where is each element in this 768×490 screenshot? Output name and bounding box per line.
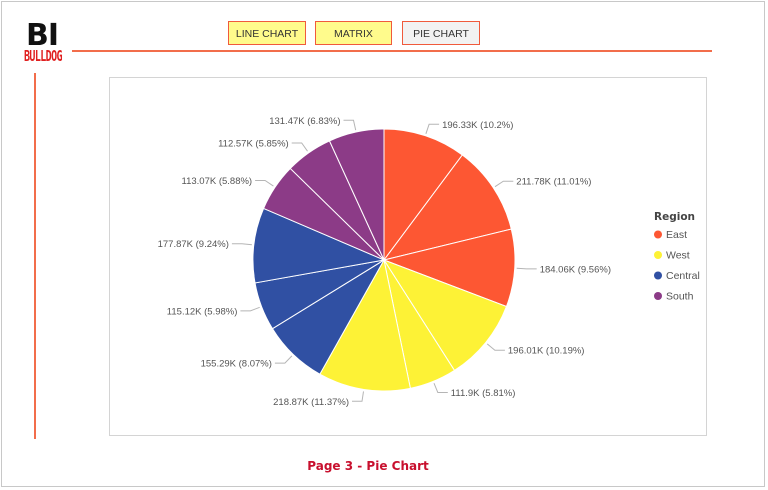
matrix-button[interactable]: MATRIX — [315, 21, 392, 45]
leader-line-9 — [255, 180, 274, 187]
data-label-6: 155.29K (8.07%) — [201, 359, 272, 370]
data-label-8: 177.87K (9.24%) — [158, 239, 229, 250]
pie-slice-south-11[interactable] — [328, 128, 385, 261]
data-label-1: 211.78K (11.01%) — [516, 177, 591, 188]
legend-item-central[interactable]: Central — [666, 270, 700, 282]
data-label-9: 113.07K (5.88%) — [182, 176, 253, 187]
leader-line-0 — [425, 123, 440, 134]
line-chart-button[interactable]: LINE CHART — [228, 21, 306, 45]
data-label-2: 184.06K (9.56%) — [540, 264, 611, 275]
leader-line-3 — [486, 343, 505, 351]
bi-bulldog-logo: BI BULLDOG — [24, 18, 66, 66]
legend-marker-central — [654, 271, 662, 280]
legend-marker-east — [654, 230, 662, 239]
data-label-11: 131.47K (6.83%) — [269, 116, 340, 127]
pie-slice-east-0[interactable] — [383, 128, 464, 262]
data-label-10: 112.57K (5.85%) — [218, 139, 289, 150]
legend-item-west[interactable]: West — [666, 250, 690, 262]
leader-line-4 — [433, 383, 448, 393]
leader-line-2 — [516, 267, 537, 270]
leader-line-8 — [231, 243, 252, 246]
legend-item-east[interactable]: East — [666, 229, 687, 241]
legend-marker-west — [654, 251, 662, 259]
pie-slice-west-5[interactable] — [319, 258, 411, 392]
pie-chart-svg: 196.33K (10.2%) 211.78K (11.01%) 184.06K (… — [158, 116, 700, 408]
leader-line-11 — [343, 119, 357, 131]
leader-line-5 — [352, 391, 364, 402]
legend: Region East West Central South — [654, 211, 700, 303]
leader-line-10 — [291, 142, 308, 152]
logo-brand-text: BULLDOG — [24, 49, 63, 66]
legend-title: Region — [654, 211, 695, 223]
data-label-4: 111.9K (5.81%) — [451, 388, 516, 399]
pie-slice-east-1[interactable] — [382, 154, 512, 261]
data-label-5: 218.87K (11.37%) — [273, 397, 349, 408]
header-divider — [72, 50, 712, 52]
pie-chart-button[interactable]: PIE CHART — [402, 21, 480, 45]
leader-line-6 — [274, 355, 293, 364]
pie-chart-visual[interactable]: 196.33K (10.2%) 211.78K (11.01%) 184.06K (… — [109, 77, 707, 436]
logo-bi-text: BI — [26, 18, 59, 53]
slices-layer — [252, 128, 516, 392]
data-label-3: 196.01K (10.19%) — [508, 346, 585, 357]
pie-slice-west-3[interactable] — [382, 258, 508, 372]
legend-item-south[interactable]: South — [666, 291, 694, 303]
legend-marker-south — [654, 292, 662, 300]
data-labels-layer: 196.33K (10.2%) 211.78K (11.01%) 184.06K (… — [158, 116, 611, 408]
page-title: Page 3 - Pie Chart — [307, 459, 429, 473]
leader-line-1 — [494, 180, 514, 188]
side-divider — [34, 73, 36, 439]
leader-lines-layer — [231, 119, 537, 402]
data-label-0: 196.33K (10.2%) — [442, 120, 513, 131]
pie-slice-east-2[interactable] — [382, 228, 516, 308]
leader-line-7 — [240, 306, 260, 312]
data-label-7: 115.12K (5.98%) — [167, 306, 238, 317]
